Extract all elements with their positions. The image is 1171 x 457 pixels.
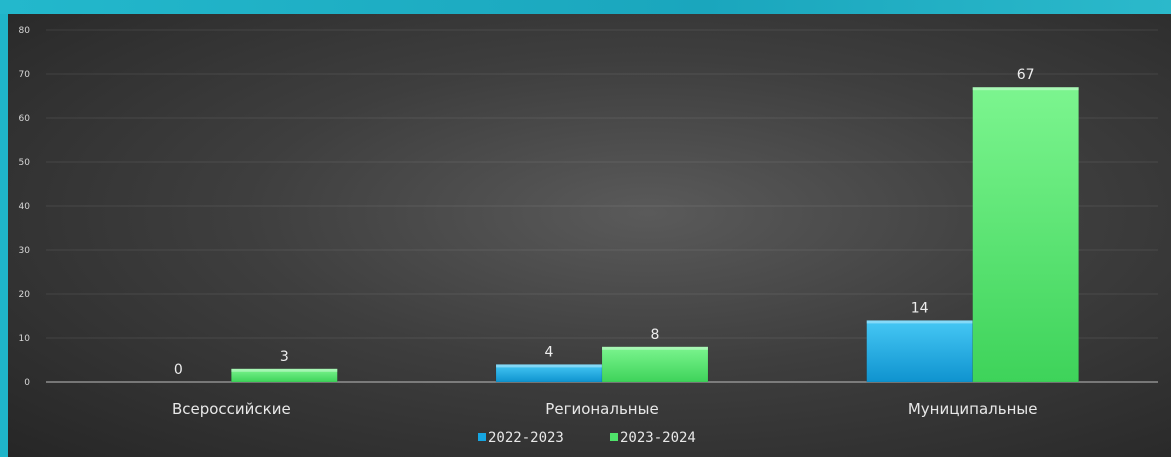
bars: [231, 86, 1079, 383]
y-tick-label: 40: [19, 202, 31, 212]
data-label: 0: [174, 362, 183, 378]
y-tick-label: 50: [19, 158, 31, 168]
top-border-strip: [0, 0, 1171, 14]
data-label: 67: [1017, 67, 1035, 83]
y-tick-label: 60: [19, 114, 31, 124]
bar-highlight: [972, 87, 1079, 91]
bar-highlight: [602, 346, 708, 350]
legend-label: 2023-2024: [620, 430, 696, 446]
legend-swatch: [478, 433, 486, 441]
legend-swatch: [610, 433, 618, 441]
data-label: 4: [545, 344, 554, 360]
bar-2023-2024-1: [601, 346, 709, 383]
data-label: 8: [651, 327, 660, 343]
data-label: 3: [280, 349, 289, 365]
bar-2022-2023-2: [866, 320, 973, 383]
bar-2023-2024-0: [231, 368, 338, 383]
data-label: 14: [911, 300, 929, 316]
bar-2023-2024-2: [972, 86, 1079, 383]
x-tick-label: Муниципальные: [908, 400, 1038, 418]
bar-highlight: [496, 364, 602, 368]
x-tick-label: Региональные: [545, 400, 658, 418]
x-axis: Всероссийские Региональные Муниципальные: [172, 400, 1038, 418]
legend-label: 2022-2023: [488, 430, 564, 446]
legend: 2022-2023 2023-2024: [478, 430, 696, 446]
x-tick-label: Всероссийские: [172, 400, 291, 418]
bar-chart: 0 10 20 30 40 50 60 70 80 0 3 4 8 14 67 Всероссийские…: [19, 26, 1158, 446]
chart-frame: 0 10 20 30 40 50 60 70 80 0 3 4 8 14 67 Всероссийские…: [8, 14, 1171, 457]
y-tick-label: 80: [19, 26, 31, 36]
y-tick-label: 10: [19, 334, 31, 344]
data-labels: 0 3 4 8 14 67: [174, 67, 1035, 378]
bar-highlight: [866, 320, 973, 324]
y-tick-label: 70: [19, 70, 31, 80]
y-tick-label: 20: [19, 290, 31, 300]
y-tick-label: 0: [24, 378, 30, 388]
bar-highlight: [231, 368, 338, 372]
gridlines: [46, 29, 1158, 339]
y-tick-label: 30: [19, 246, 31, 256]
